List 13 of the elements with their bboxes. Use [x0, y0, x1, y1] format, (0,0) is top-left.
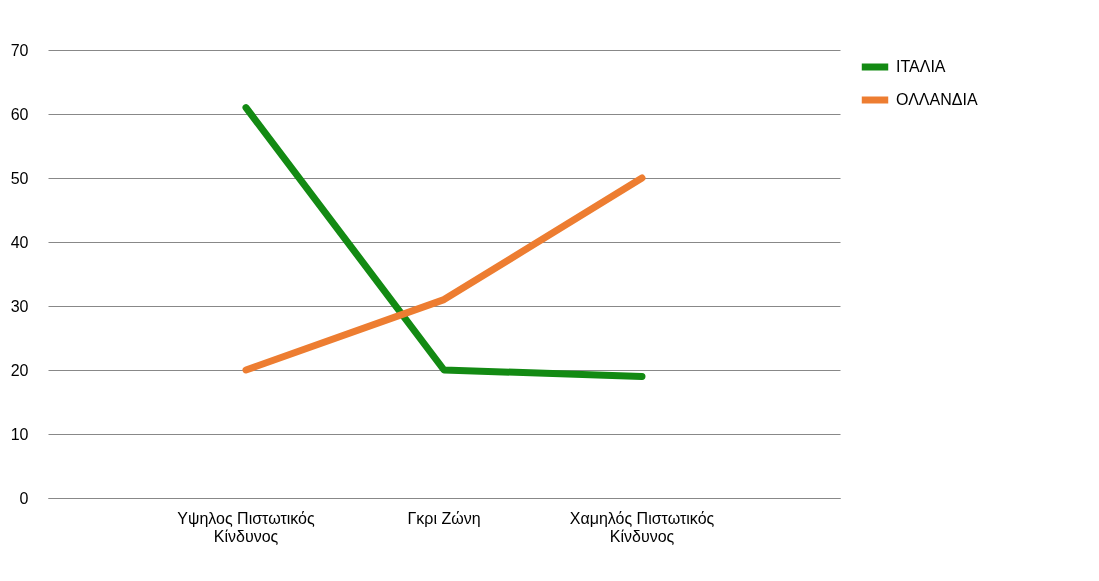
- y-tick-label: 60: [10, 105, 29, 123]
- x-tick-label: Υψηλος Πιστωτικός Κίνδυνος: [177, 509, 315, 545]
- y-tick-label: 10: [10, 425, 29, 443]
- x-tick-label: Χαμηλός Πιστωτικός Κίνδυνος: [569, 509, 715, 545]
- y-tick-label: 50: [10, 169, 29, 187]
- y-tick-label: 0: [19, 489, 29, 507]
- x-tick-label: Γκρι Ζώνη: [407, 509, 481, 527]
- legend-label: ΙΤΑΛΙΑ: [896, 58, 946, 75]
- legend-label: ΟΛΛΑΝΔΙΑ: [896, 91, 978, 108]
- y-tick-label: 20: [10, 361, 29, 379]
- y-tick-label: 30: [10, 297, 29, 315]
- y-tick-label: 70: [10, 41, 29, 59]
- y-tick-label: 40: [10, 233, 29, 251]
